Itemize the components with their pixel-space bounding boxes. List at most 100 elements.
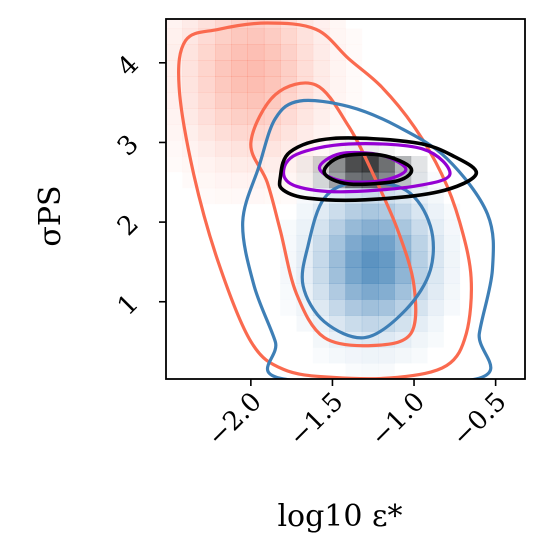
density-cell <box>329 60 346 77</box>
density-cell <box>296 156 314 173</box>
density-cell <box>410 331 428 348</box>
density-cell <box>231 44 248 61</box>
density-cell <box>312 235 330 252</box>
density-cell <box>215 92 232 109</box>
density-cell <box>263 140 281 157</box>
density-cell <box>296 44 314 61</box>
density-cell <box>312 219 330 236</box>
density-cell <box>231 156 248 173</box>
density-cell <box>329 235 346 252</box>
density-cell <box>247 92 265 109</box>
density-cell <box>329 347 346 364</box>
density-cell <box>361 203 379 221</box>
density-cell <box>378 235 395 252</box>
density-cell <box>427 283 444 300</box>
density-cell <box>215 76 232 93</box>
density-cell <box>280 44 297 61</box>
x-tick-label: −2.0 <box>202 387 268 453</box>
density-cell <box>198 140 216 157</box>
density-cell <box>215 19 232 29</box>
density-cell <box>329 267 346 284</box>
y-axis: 1 2 3 4 <box>112 50 166 322</box>
y-tick-label: 1 <box>112 289 145 322</box>
density-cell <box>312 251 330 268</box>
density-cell <box>361 347 379 364</box>
density-cell <box>280 108 297 125</box>
density-cell <box>312 331 330 348</box>
density-cell <box>346 76 363 92</box>
density-cell <box>394 203 412 221</box>
density-cell <box>329 251 346 268</box>
contour-layer <box>177 21 496 379</box>
density-cell <box>312 315 330 332</box>
density-cell <box>313 347 330 363</box>
density-cell <box>345 267 363 284</box>
density-cell <box>378 283 395 300</box>
density-cell <box>394 267 412 284</box>
density-cell <box>443 267 461 284</box>
density-cell <box>215 140 232 157</box>
density-cell <box>296 124 314 141</box>
density-cell <box>263 60 281 77</box>
density-cell <box>378 251 395 268</box>
x-tick-label: −0.5 <box>447 387 513 453</box>
density-cell <box>345 315 363 332</box>
density-cell <box>198 171 216 189</box>
density-cell <box>443 219 461 236</box>
density-cell <box>215 108 232 125</box>
density-cell <box>182 92 199 109</box>
density-cell <box>378 156 395 173</box>
density-cell <box>378 347 395 364</box>
density-cell <box>312 76 330 93</box>
density-cell <box>443 235 461 252</box>
density-cell <box>312 283 330 300</box>
density-cell <box>231 140 248 157</box>
density-cell <box>296 171 314 189</box>
x-tick-label: −1.5 <box>284 387 350 453</box>
density-cell <box>427 251 444 268</box>
density-cell <box>329 283 346 300</box>
density-cell <box>263 156 281 173</box>
density-cell <box>231 60 248 77</box>
density-cell <box>296 60 314 77</box>
density-cell <box>411 347 428 363</box>
density-cell <box>394 299 412 316</box>
density-cell <box>215 187 232 205</box>
density-cell <box>198 92 216 109</box>
contour-line <box>241 98 496 379</box>
density-cell <box>443 299 461 316</box>
density-cell <box>231 28 248 45</box>
density-cell <box>263 76 281 93</box>
density-cell <box>231 92 248 109</box>
density-cell <box>329 203 346 221</box>
density-cell <box>247 60 265 77</box>
density-cell <box>280 140 297 157</box>
density-cell <box>345 299 363 316</box>
density-cell <box>166 156 183 172</box>
density-cell <box>312 44 330 61</box>
density-cell <box>166 19 183 29</box>
density-cell <box>345 156 363 173</box>
density-cell <box>361 315 379 332</box>
density-cell <box>345 347 363 364</box>
density-cell <box>312 28 330 45</box>
density-cell <box>443 251 461 268</box>
density-cell <box>198 156 216 173</box>
density-cell <box>215 44 232 61</box>
x-axis: −2.0 −1.5 −1.0 −0.5 <box>202 379 513 453</box>
density-cell <box>394 315 412 332</box>
density-cell <box>182 76 199 93</box>
density-cell <box>378 219 395 236</box>
density-cell <box>247 187 265 205</box>
density-cell <box>198 124 216 141</box>
contour-line <box>249 81 418 348</box>
density-cell <box>247 44 265 61</box>
density-cell <box>345 283 363 300</box>
density-cell <box>231 171 248 189</box>
y-tick-label: 2 <box>112 209 145 242</box>
y-tick-label: 4 <box>112 50 145 83</box>
density-cell <box>361 219 379 236</box>
contour-line <box>277 136 479 203</box>
density-cell <box>166 124 183 141</box>
